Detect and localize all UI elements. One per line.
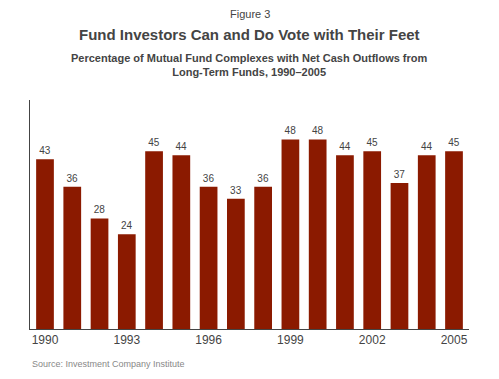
svg-text:36: 36 bbox=[66, 173, 78, 184]
svg-text:36: 36 bbox=[203, 173, 215, 184]
svg-text:36: 36 bbox=[257, 173, 269, 184]
svg-text:Percentage of Mutual Fund Comp: Percentage of Mutual Fund Complexes with… bbox=[71, 52, 428, 78]
svg-text:28: 28 bbox=[94, 204, 106, 215]
svg-text:24: 24 bbox=[121, 220, 133, 231]
svg-text:Fund Investors Can and Do Vote: Fund Investors Can and Do Vote with Thei… bbox=[79, 26, 420, 43]
svg-text:2005: 2005 bbox=[441, 333, 468, 347]
svg-text:44: 44 bbox=[176, 141, 188, 152]
svg-text:1999: 1999 bbox=[277, 333, 304, 347]
svg-text:1996: 1996 bbox=[195, 333, 222, 347]
svg-text:33: 33 bbox=[230, 185, 242, 196]
svg-text:43: 43 bbox=[39, 145, 51, 156]
svg-text:48: 48 bbox=[312, 125, 324, 136]
svg-text:37: 37 bbox=[394, 169, 406, 180]
svg-text:1990: 1990 bbox=[32, 333, 59, 347]
svg-text:2002: 2002 bbox=[359, 333, 386, 347]
svg-text:45: 45 bbox=[448, 137, 460, 148]
svg-text:45: 45 bbox=[366, 137, 378, 148]
svg-text:44: 44 bbox=[339, 141, 351, 152]
svg-text:Figure 3: Figure 3 bbox=[230, 8, 270, 20]
svg-text:1993: 1993 bbox=[113, 333, 140, 347]
svg-text:44: 44 bbox=[421, 141, 433, 152]
svg-text:Source: Investment Company Ins: Source: Investment Company Institute bbox=[32, 359, 185, 369]
svg-text:45: 45 bbox=[148, 137, 160, 148]
svg-text:48: 48 bbox=[285, 125, 297, 136]
